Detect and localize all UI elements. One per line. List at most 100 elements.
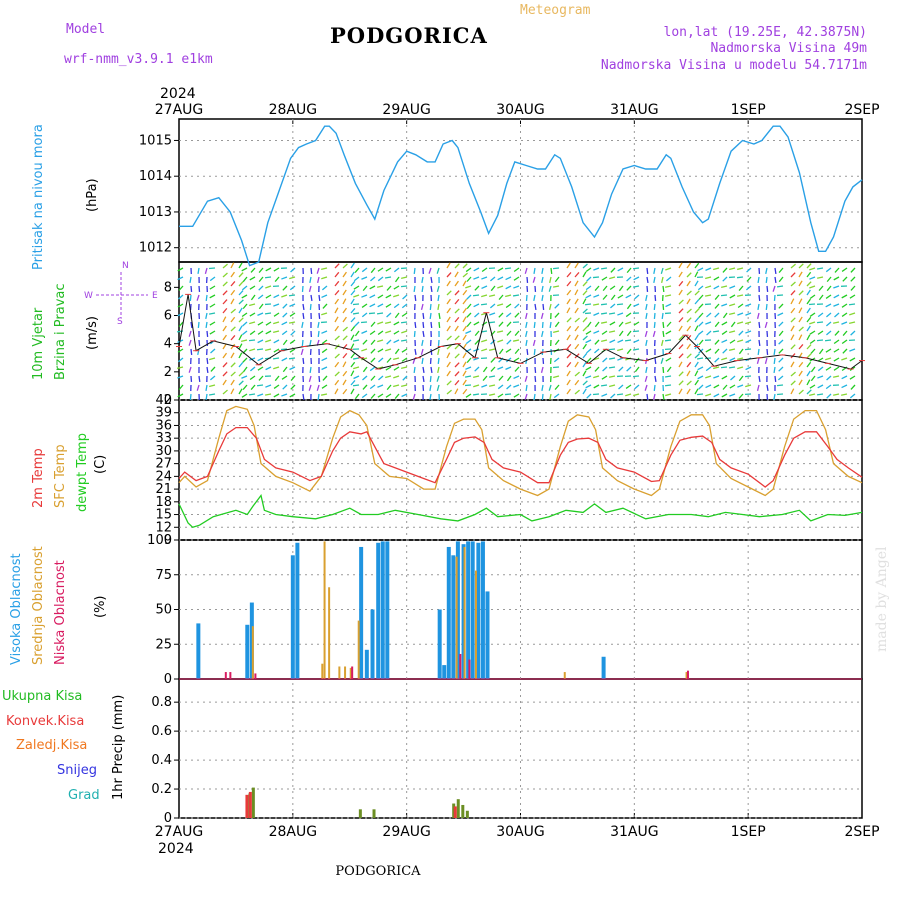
y-tick-label: 36 bbox=[155, 418, 172, 433]
wind-arrow bbox=[809, 285, 816, 289]
wind-arrow bbox=[420, 303, 424, 310]
wind-arrow bbox=[490, 366, 496, 372]
wind-arrow bbox=[422, 375, 425, 383]
wind-arrow bbox=[817, 312, 824, 318]
wind-arrow bbox=[653, 303, 656, 311]
wind-arrow bbox=[526, 348, 529, 356]
wind-arrow bbox=[738, 348, 744, 355]
compass-s: S bbox=[117, 317, 123, 327]
wind-arrow bbox=[178, 384, 184, 391]
wind-arrow bbox=[436, 384, 440, 391]
page-title: PODGORICA bbox=[330, 23, 488, 48]
wind-arrow bbox=[342, 326, 348, 332]
y-tick-label: 21 bbox=[155, 482, 172, 497]
wind-arrow bbox=[482, 366, 488, 373]
wind-arrow bbox=[462, 298, 468, 305]
wind-arrow bbox=[600, 384, 608, 387]
wind-arrow bbox=[369, 330, 376, 336]
wind-arrow bbox=[617, 357, 624, 361]
wind-arrow bbox=[686, 370, 691, 377]
wind-arrow bbox=[541, 384, 544, 392]
wind-arrow bbox=[177, 393, 184, 398]
wind-arrow bbox=[481, 294, 488, 298]
wind-arrow bbox=[566, 317, 572, 323]
wind-arrow bbox=[249, 366, 256, 372]
y-tick-label: 100 bbox=[147, 533, 172, 548]
wind-arrow bbox=[582, 370, 587, 377]
wind-compass-icon: N S W E bbox=[84, 261, 158, 327]
wind-arrow bbox=[393, 339, 400, 344]
wind-arrow bbox=[505, 312, 512, 318]
wind-arrow bbox=[816, 393, 824, 396]
wind-arrow bbox=[308, 285, 312, 292]
wind-arrow bbox=[602, 285, 608, 292]
wind-arrow bbox=[401, 384, 408, 387]
wind-arrow bbox=[222, 334, 227, 341]
wind-arrow bbox=[197, 321, 200, 329]
y-tick-label: 30 bbox=[155, 444, 172, 459]
wind-arrow bbox=[592, 276, 600, 279]
wind-arrow bbox=[361, 330, 368, 334]
lonlat-text: lon,lat (19.25E, 42.3875N) bbox=[664, 25, 868, 40]
wind-arrow bbox=[593, 312, 600, 316]
compass-n: N bbox=[122, 261, 129, 271]
wind-arrow bbox=[401, 348, 408, 353]
wind-arrow bbox=[646, 276, 649, 284]
wind-arrow bbox=[644, 375, 648, 382]
wind-arrow bbox=[705, 276, 712, 280]
wind-arrow bbox=[300, 348, 304, 355]
wind-arrow bbox=[806, 334, 811, 341]
wind-arrow bbox=[454, 344, 460, 350]
wind-arrow bbox=[454, 371, 460, 377]
wind-arrow bbox=[645, 312, 648, 320]
wind-arrow bbox=[644, 330, 648, 337]
wind-arrow bbox=[660, 357, 664, 364]
y-tick-label: 50 bbox=[155, 603, 172, 618]
wind-arrow bbox=[421, 285, 424, 293]
wind-arrow bbox=[660, 267, 664, 274]
wind-arrow bbox=[594, 285, 600, 291]
wind-arrow bbox=[825, 321, 832, 327]
wind-arrow bbox=[489, 294, 496, 298]
wind-arrow bbox=[645, 303, 648, 311]
wind-arrow bbox=[273, 366, 280, 370]
cloud-bar bbox=[364, 649, 369, 679]
wind-arrow bbox=[713, 393, 720, 398]
wind-arrow bbox=[384, 276, 392, 279]
wind-arrow bbox=[616, 393, 624, 396]
wind-arrow bbox=[436, 267, 440, 274]
wind-arrow bbox=[816, 321, 824, 324]
wind-arrow bbox=[250, 384, 256, 391]
wind-arrow bbox=[809, 276, 816, 280]
wind-arrow bbox=[525, 294, 528, 302]
wind-arrow bbox=[401, 330, 408, 334]
wind-arrow bbox=[489, 393, 496, 396]
wind-arrow bbox=[594, 321, 600, 328]
wind-arrow bbox=[626, 303, 632, 310]
wind-arrow bbox=[608, 348, 616, 351]
date-axis-bottom: 27AUG 28AUG 29AUG 30AUG 31AUG 1SEP 2SEP bbox=[155, 824, 880, 840]
wind-arrow bbox=[238, 325, 243, 332]
wind-arrow bbox=[694, 299, 700, 305]
wind-arrow bbox=[321, 384, 328, 389]
wind-arrow bbox=[209, 384, 216, 388]
wind-arrow bbox=[238, 343, 243, 350]
wind-arrow bbox=[350, 298, 355, 305]
wind-arrow bbox=[242, 321, 248, 327]
wind-arrow bbox=[790, 290, 796, 296]
wind-arrow bbox=[616, 303, 624, 306]
wind-arrow bbox=[756, 312, 760, 319]
cloud-bar bbox=[455, 541, 460, 679]
wind-arrow bbox=[737, 339, 744, 343]
wind-arrow bbox=[462, 388, 468, 395]
y-tick-label: 4 bbox=[164, 337, 172, 352]
precip-bar bbox=[461, 804, 465, 818]
wind-arrow bbox=[653, 384, 656, 392]
wind-arrow bbox=[505, 285, 512, 290]
wind-arrow bbox=[446, 307, 452, 314]
wind-arrow bbox=[582, 335, 588, 341]
wind-arrow bbox=[352, 312, 360, 315]
wind-arrow bbox=[361, 393, 368, 399]
wind-arrow bbox=[462, 334, 467, 341]
wind-arrow bbox=[542, 303, 545, 311]
